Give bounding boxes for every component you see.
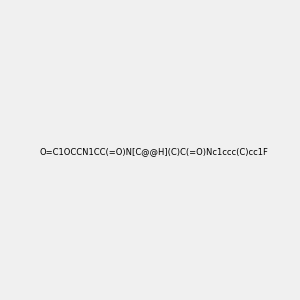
Text: O=C1OCCN1CC(=O)N[C@@H](C)C(=O)Nc1ccc(C)cc1F: O=C1OCCN1CC(=O)N[C@@H](C)C(=O)Nc1ccc(C)c… <box>39 147 268 156</box>
